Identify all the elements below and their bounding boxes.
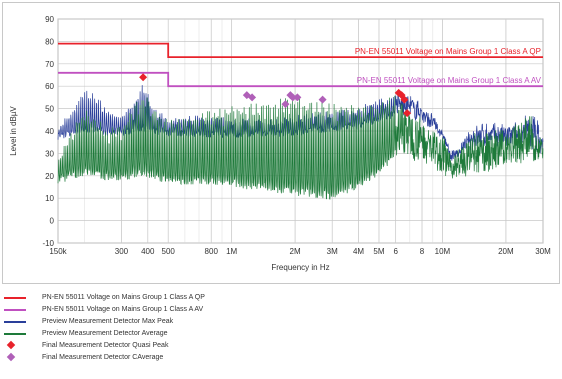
legend-line-swatch bbox=[4, 321, 26, 323]
legend-label: Final Measurement Detector CAverage bbox=[42, 354, 164, 361]
legend-diamond-icon bbox=[6, 340, 16, 350]
legend-item: Final Measurement Detector CAverage bbox=[4, 352, 324, 364]
final-markers bbox=[139, 73, 412, 118]
legend-line-swatch bbox=[4, 297, 26, 299]
x-tick-label: 4M bbox=[353, 247, 364, 256]
x-tick-label: 500 bbox=[162, 247, 176, 256]
x-tick-label: 5M bbox=[373, 247, 384, 256]
x-tick-label: 20M bbox=[498, 247, 514, 256]
y-tick-label: 70 bbox=[45, 60, 54, 69]
legend-item: PN-EN 55011 Voltage on Mains Group 1 Cla… bbox=[4, 304, 324, 316]
x-tick-label: 800 bbox=[205, 247, 219, 256]
average-trace bbox=[57, 95, 544, 200]
x-tick-label: 30M bbox=[535, 247, 551, 256]
y-tick-label: 10 bbox=[45, 194, 54, 203]
x-axis-label: Frequency in Hz bbox=[271, 263, 329, 272]
x-tick-label: 400 bbox=[141, 247, 155, 256]
y-tick-label: 80 bbox=[45, 37, 54, 46]
axes: -10 0 10 20 30 40 50 60 70 80 90 150k 300 400 500 800 1M… bbox=[9, 15, 551, 272]
x-tick-label: 2M bbox=[290, 247, 301, 256]
y-tick-label: 50 bbox=[45, 105, 54, 114]
legend-line-swatch bbox=[4, 309, 26, 311]
limit-line-av bbox=[58, 71, 543, 88]
x-tick-label: 8 bbox=[420, 247, 425, 256]
y-tick-label: 0 bbox=[50, 217, 55, 226]
caverage-marker bbox=[248, 93, 257, 102]
legend-label: Preview Measurement Detector Max Peak bbox=[42, 318, 174, 325]
legend-label: Preview Measurement Detector Average bbox=[42, 330, 168, 337]
limit-label-av: PN-EN 55011 Voltage on Mains Group 1 Cla… bbox=[357, 76, 542, 85]
x-tick-label: 10M bbox=[435, 247, 451, 256]
series-layer bbox=[57, 85, 544, 200]
legend-item: Final Measurement Detector Quasi Peak bbox=[4, 340, 324, 352]
y-tick-label: 20 bbox=[45, 172, 54, 181]
chart-frame: PN-EN 55011 Voltage on Mains Group 1 Cla… bbox=[2, 2, 560, 284]
x-tick-label: 150k bbox=[49, 247, 67, 256]
legend-label: PN-EN 55011 Voltage on Mains Group 1 Cla… bbox=[42, 294, 205, 301]
y-tick-label: 30 bbox=[45, 149, 54, 158]
limit-label-qp: PN-EN 55011 Voltage on Mains Group 1 Cla… bbox=[355, 47, 541, 56]
x-tick-label: 3M bbox=[327, 247, 338, 256]
caverage-marker bbox=[318, 95, 327, 104]
caverage-marker bbox=[288, 93, 297, 102]
caverage-marker bbox=[293, 93, 302, 102]
x-tick-label: 6 bbox=[393, 247, 398, 256]
limit-line-qp bbox=[58, 42, 543, 58]
x-tick-label: 300 bbox=[115, 247, 129, 256]
caverage-marker bbox=[281, 100, 290, 109]
x-tick-label: 1M bbox=[226, 247, 237, 256]
legend-item: PN-EN 55011 Voltage on Mains Group 1 Cla… bbox=[4, 292, 324, 304]
legend-item: Preview Measurement Detector Max Peak bbox=[4, 316, 324, 328]
legend-item: Preview Measurement Detector Average bbox=[4, 328, 324, 340]
legend-diamond-icon bbox=[6, 352, 16, 362]
limit-lines: PN-EN 55011 Voltage on Mains Group 1 Cla… bbox=[58, 42, 543, 88]
legend-line-swatch bbox=[4, 333, 26, 335]
emc-spectrum-chart: PN-EN 55011 Voltage on Mains Group 1 Cla… bbox=[9, 15, 551, 272]
quasi-peak-marker bbox=[139, 73, 148, 82]
quasi-peak-marker bbox=[400, 95, 409, 104]
legend-label: Final Measurement Detector Quasi Peak bbox=[42, 342, 169, 349]
y-tick-label: -10 bbox=[42, 239, 54, 248]
y-tick-label: 90 bbox=[45, 15, 54, 24]
y-tick-label: 40 bbox=[45, 127, 54, 136]
legend: PN-EN 55011 Voltage on Mains Group 1 Cla… bbox=[4, 292, 324, 364]
y-axis-label: Level in dBµV bbox=[9, 106, 18, 156]
legend-label: PN-EN 55011 Voltage on Mains Group 1 Cla… bbox=[42, 306, 204, 313]
y-tick-label: 60 bbox=[45, 82, 54, 91]
quasi-peak-marker bbox=[403, 109, 412, 118]
